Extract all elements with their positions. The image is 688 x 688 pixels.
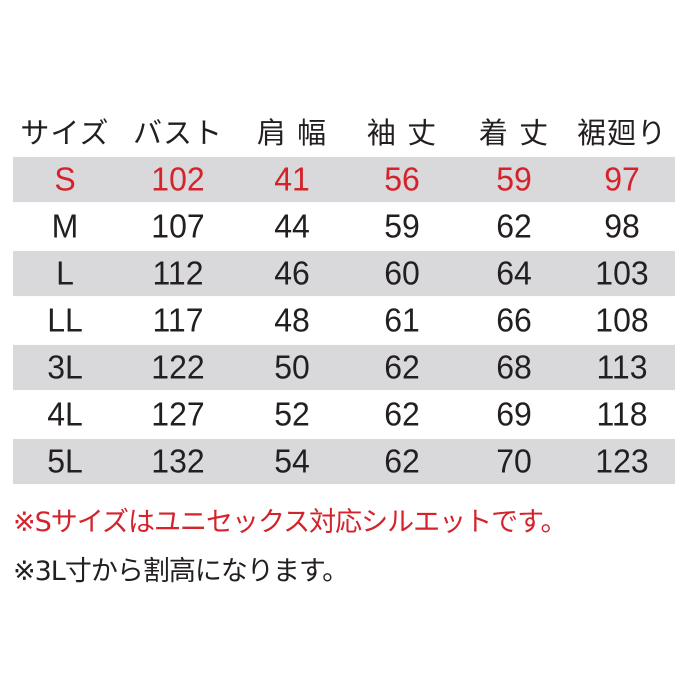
table-row: M 107 44 59 62 98 xyxy=(13,202,675,251)
cell: 62 xyxy=(384,348,420,386)
cell: 117 xyxy=(152,301,204,339)
cell: 70 xyxy=(496,442,532,480)
table-row: 3L 122 50 62 68 113 xyxy=(13,343,675,392)
cell: 50 xyxy=(274,348,310,386)
cell: 97 xyxy=(604,160,640,198)
cell: 68 xyxy=(496,348,532,386)
cell: 132 xyxy=(151,442,205,480)
cell: 60 xyxy=(384,254,420,292)
cell: LL xyxy=(47,301,83,339)
cell: 62 xyxy=(384,442,420,480)
cell: 52 xyxy=(274,395,310,433)
cell: 66 xyxy=(496,301,532,339)
cell: 59 xyxy=(384,207,420,245)
size-table: サイズ バスト 肩 幅 袖 丈 着 丈 裾廻り S 102 41 56 59 97 M 10… xyxy=(13,106,675,485)
cell: 61 xyxy=(384,301,420,339)
cell: 127 xyxy=(151,395,205,433)
cell: 41 xyxy=(274,160,310,198)
cell: 69 xyxy=(496,395,532,433)
cell: 54 xyxy=(274,442,310,480)
cell: 46 xyxy=(274,254,310,292)
cell: 44 xyxy=(274,207,310,245)
price-note: ※3L寸から割高になります。 xyxy=(13,556,349,587)
cell: 112 xyxy=(152,254,204,292)
table-row: 4L 127 52 62 69 118 xyxy=(13,390,675,439)
cell: 122 xyxy=(151,348,205,386)
cell: M xyxy=(51,207,79,245)
cell: 4L xyxy=(47,395,83,433)
header-bust: バスト xyxy=(132,116,223,150)
table-row: S 102 41 56 59 97 xyxy=(13,155,675,204)
cell: 107 xyxy=(151,207,205,245)
cell: 103 xyxy=(595,254,649,292)
cell: 3L xyxy=(47,348,83,386)
cell: 62 xyxy=(384,395,420,433)
table-row: L 112 46 60 64 103 xyxy=(13,249,675,298)
cell: S xyxy=(54,160,76,198)
header-sleeve: 袖 丈 xyxy=(366,116,438,150)
header-size: サイズ xyxy=(20,116,110,150)
table-row: 5L 132 54 62 70 123 xyxy=(13,437,675,486)
cell: 113 xyxy=(596,348,648,386)
cell: 48 xyxy=(274,301,310,339)
cell: 64 xyxy=(496,254,532,292)
header-hem: 裾廻り xyxy=(576,116,667,150)
cell: 98 xyxy=(604,207,640,245)
unisex-note: ※Sサイズはユニセックス対応シルエットです。 xyxy=(13,507,567,538)
header-length: 着 丈 xyxy=(478,116,550,150)
cell: 62 xyxy=(496,207,532,245)
cell: 5L xyxy=(47,442,83,480)
cell: 123 xyxy=(595,442,649,480)
cell: 102 xyxy=(151,160,205,198)
cell: 118 xyxy=(596,395,648,433)
table-header: サイズ バスト 肩 幅 袖 丈 着 丈 裾廻り xyxy=(13,106,675,156)
cell: 59 xyxy=(496,160,532,198)
cell: 56 xyxy=(384,160,420,198)
header-shoulder: 肩 幅 xyxy=(256,116,328,150)
table-row: LL 117 48 61 66 108 xyxy=(13,296,675,345)
cell: 108 xyxy=(595,301,649,339)
cell: L xyxy=(56,254,74,292)
